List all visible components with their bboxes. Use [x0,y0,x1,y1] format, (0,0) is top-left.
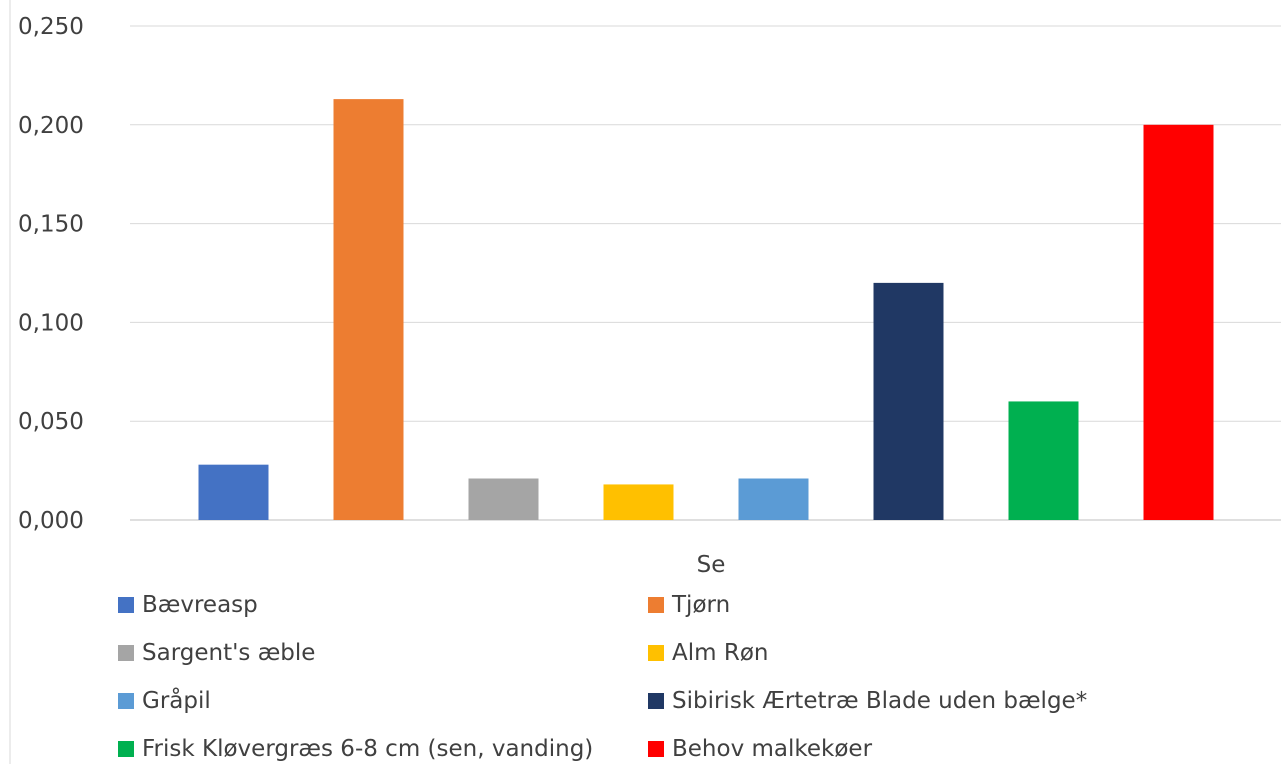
y-tick-label: 0,000 [18,508,84,534]
bar [333,99,404,520]
legend-swatch [118,693,134,709]
legend-item: Bævreasp [118,592,258,618]
legend-item: Tjørn [648,592,730,618]
y-axis-tick-labels: 0,000 0,050 0,100 0,150 0,200 0,250 [18,14,84,534]
y-tick-label: 0,200 [18,113,84,139]
legend-swatch [118,645,134,661]
legend-swatch [118,741,134,757]
y-tick-label: 0,150 [18,212,84,238]
bars [198,99,1214,521]
legend-item: Sargent's æble [118,640,315,666]
bar [468,478,539,520]
legend-item: Sibirisk Ærtetræ Blade uden bælge* [648,688,1087,714]
legend-label: Sargent's æble [142,640,316,666]
legend-label: Alm Røn [672,640,769,666]
legend-swatch [118,597,134,613]
bar [738,478,809,520]
legend-swatch [648,597,664,613]
y-tick-label: 0,050 [18,409,84,435]
y-tick-label: 0,250 [18,14,84,40]
gridlines [130,25,1281,521]
legend-item: Frisk Kløvergræs 6-8 cm (sen, vanding) [118,736,593,762]
legend-item: Alm Røn [648,640,768,666]
legend-swatch [648,741,664,757]
legend-label: Frisk Kløvergræs 6-8 cm (sen, vanding) [142,736,594,762]
legend-item: Behov malkekøer [648,736,872,762]
legend-label: Gråpil [142,688,211,714]
legend-label: Tjørn [672,592,731,618]
bar [1143,124,1214,521]
legend-label: Bævreasp [142,592,258,618]
bar [873,282,944,520]
bar [603,484,674,520]
legend-label: Sibirisk Ærtetræ Blade uden bælge* [672,688,1088,714]
bar [1008,401,1079,520]
legend-item: Gråpil [118,688,211,714]
legend-swatch [648,645,664,661]
legend-swatch [648,693,664,709]
bar [198,464,269,520]
y-tick-label: 0,100 [18,310,84,336]
x-axis-label: Se [697,552,726,578]
legend-label: Behov malkekøer [672,736,873,762]
